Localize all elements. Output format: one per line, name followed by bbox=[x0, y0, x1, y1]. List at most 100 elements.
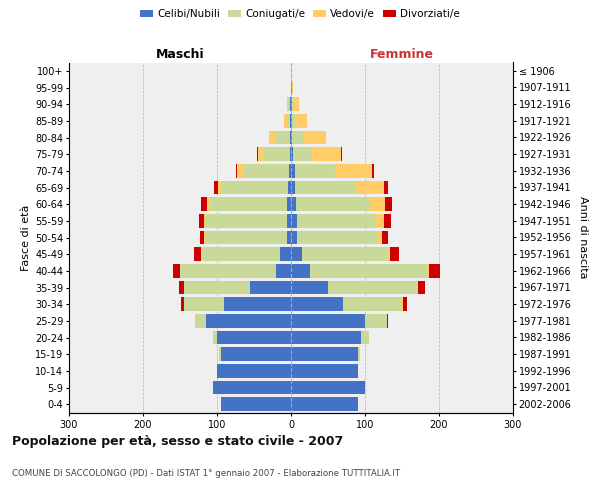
Bar bbox=[214, 330, 291, 344]
Bar bbox=[291, 130, 326, 144]
Bar bbox=[291, 230, 297, 244]
Bar bbox=[291, 164, 335, 177]
Bar bbox=[194, 248, 291, 261]
Bar bbox=[202, 198, 291, 211]
Bar bbox=[221, 398, 291, 411]
Bar bbox=[205, 230, 291, 244]
Y-axis label: Fasce di età: Fasce di età bbox=[21, 204, 31, 270]
Bar bbox=[258, 148, 291, 161]
Bar bbox=[184, 298, 291, 311]
Bar bbox=[291, 280, 417, 294]
Bar bbox=[291, 148, 293, 161]
Bar bbox=[180, 264, 291, 278]
Bar bbox=[291, 248, 302, 261]
Bar bbox=[214, 380, 291, 394]
Bar bbox=[287, 198, 291, 211]
Bar bbox=[195, 314, 291, 328]
Bar bbox=[291, 98, 292, 111]
Bar bbox=[291, 198, 296, 211]
Bar bbox=[291, 398, 358, 411]
Bar bbox=[291, 80, 293, 94]
Bar bbox=[291, 214, 297, 228]
Bar bbox=[291, 114, 307, 128]
Bar bbox=[275, 130, 291, 144]
Bar bbox=[200, 230, 291, 244]
Bar bbox=[263, 148, 291, 161]
Bar bbox=[291, 348, 360, 361]
Bar bbox=[291, 198, 385, 211]
Bar bbox=[291, 348, 358, 361]
Bar bbox=[291, 330, 369, 344]
Bar bbox=[291, 280, 418, 294]
Bar bbox=[214, 380, 291, 394]
Bar bbox=[214, 380, 291, 394]
Bar bbox=[291, 148, 312, 161]
Bar bbox=[291, 264, 430, 278]
Bar bbox=[214, 330, 291, 344]
Bar bbox=[291, 298, 407, 311]
Bar bbox=[291, 364, 358, 378]
Bar bbox=[291, 398, 358, 411]
Bar bbox=[291, 230, 388, 244]
Bar bbox=[291, 380, 365, 394]
Bar bbox=[290, 130, 291, 144]
Bar bbox=[291, 264, 440, 278]
Bar bbox=[219, 348, 291, 361]
Bar bbox=[291, 248, 387, 261]
Bar bbox=[199, 214, 291, 228]
Bar bbox=[291, 214, 383, 228]
Bar bbox=[291, 380, 365, 394]
Bar bbox=[291, 230, 382, 244]
Bar bbox=[291, 130, 292, 144]
Bar bbox=[290, 98, 291, 111]
Bar bbox=[291, 198, 392, 211]
Bar bbox=[217, 364, 291, 378]
Bar bbox=[202, 248, 291, 261]
Bar bbox=[291, 380, 365, 394]
Y-axis label: Anni di nascita: Anni di nascita bbox=[578, 196, 588, 278]
Bar bbox=[291, 130, 326, 144]
Bar bbox=[219, 348, 291, 361]
Text: COMUNE DI SACCOLONGO (PD) - Dati ISTAT 1° gennaio 2007 - Elaborazione TUTTITALIA: COMUNE DI SACCOLONGO (PD) - Dati ISTAT 1… bbox=[12, 468, 400, 477]
Bar bbox=[291, 180, 355, 194]
Bar bbox=[290, 114, 291, 128]
Bar bbox=[291, 348, 360, 361]
Bar bbox=[291, 248, 390, 261]
Bar bbox=[290, 148, 291, 161]
Bar bbox=[288, 180, 291, 194]
Bar bbox=[284, 114, 291, 128]
Bar bbox=[291, 164, 373, 177]
Bar bbox=[291, 80, 293, 94]
Bar bbox=[184, 280, 291, 294]
Bar bbox=[284, 114, 291, 128]
Bar bbox=[291, 330, 369, 344]
Bar bbox=[291, 314, 365, 328]
Bar bbox=[224, 298, 291, 311]
Bar bbox=[291, 148, 341, 161]
Bar bbox=[237, 164, 291, 177]
Bar bbox=[173, 264, 291, 278]
Bar bbox=[202, 248, 291, 261]
Bar bbox=[244, 164, 291, 177]
Bar bbox=[291, 398, 358, 411]
Bar bbox=[291, 114, 292, 128]
Bar bbox=[291, 180, 384, 194]
Bar bbox=[209, 198, 291, 211]
Bar bbox=[217, 330, 291, 344]
Bar bbox=[179, 280, 291, 294]
Bar bbox=[291, 114, 295, 128]
Bar bbox=[287, 214, 291, 228]
Bar bbox=[288, 98, 291, 111]
Bar bbox=[217, 364, 291, 378]
Bar bbox=[219, 348, 291, 361]
Bar bbox=[291, 164, 374, 177]
Bar bbox=[291, 364, 358, 378]
Bar bbox=[291, 314, 388, 328]
Bar bbox=[180, 264, 291, 278]
Bar bbox=[214, 330, 291, 344]
Bar bbox=[291, 264, 428, 278]
Bar bbox=[291, 164, 295, 177]
Bar bbox=[291, 98, 299, 111]
Bar bbox=[291, 298, 403, 311]
Bar bbox=[291, 214, 391, 228]
